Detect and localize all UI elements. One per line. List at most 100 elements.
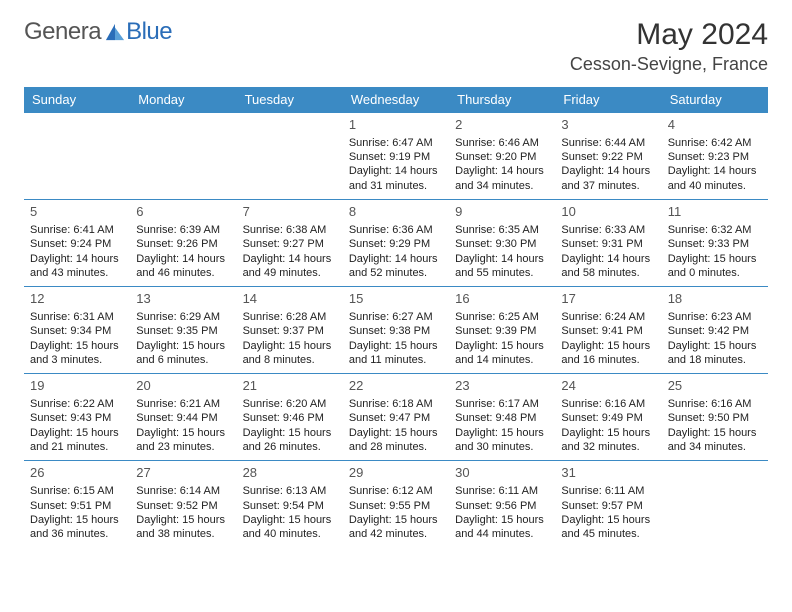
calendar-cell: 22Sunrise: 6:18 AMSunset: 9:47 PMDayligh… xyxy=(343,374,449,461)
sunset-line: Sunset: 9:37 PM xyxy=(243,324,337,338)
header-row: Sunday Monday Tuesday Wednesday Thursday… xyxy=(24,87,768,113)
day-number: 12 xyxy=(30,291,124,308)
day-number: 16 xyxy=(455,291,549,308)
sunrise-line: Sunrise: 6:15 AM xyxy=(30,484,124,498)
sunset-line: Sunset: 9:22 PM xyxy=(561,150,655,164)
day-number: 27 xyxy=(136,465,230,482)
calendar-cell: 11Sunrise: 6:32 AMSunset: 9:33 PMDayligh… xyxy=(662,200,768,287)
calendar-row: 26Sunrise: 6:15 AMSunset: 9:51 PMDayligh… xyxy=(24,461,768,548)
sunrise-line: Sunrise: 6:35 AM xyxy=(455,223,549,237)
sunrise-line: Sunrise: 6:14 AM xyxy=(136,484,230,498)
calendar-cell xyxy=(662,461,768,548)
sunset-line: Sunset: 9:51 PM xyxy=(30,499,124,513)
sunrise-line: Sunrise: 6:36 AM xyxy=(349,223,443,237)
col-wednesday: Wednesday xyxy=(343,87,449,113)
daylight-line: Daylight: 14 hours and 55 minutes. xyxy=(455,252,549,281)
day-number: 3 xyxy=(561,117,655,134)
sunrise-line: Sunrise: 6:20 AM xyxy=(243,397,337,411)
daylight-line: Daylight: 15 hours and 36 minutes. xyxy=(30,513,124,542)
calendar-row: 19Sunrise: 6:22 AMSunset: 9:43 PMDayligh… xyxy=(24,374,768,461)
sunset-line: Sunset: 9:46 PM xyxy=(243,411,337,425)
sunrise-line: Sunrise: 6:44 AM xyxy=(561,136,655,150)
calendar-cell xyxy=(130,113,236,200)
sunset-line: Sunset: 9:52 PM xyxy=(136,499,230,513)
col-thursday: Thursday xyxy=(449,87,555,113)
sunset-line: Sunset: 9:20 PM xyxy=(455,150,549,164)
daylight-line: Daylight: 15 hours and 23 minutes. xyxy=(136,426,230,455)
header: Genera Blue May 2024 Cesson-Sevigne, Fra… xyxy=(24,18,768,75)
calendar-cell: 17Sunrise: 6:24 AMSunset: 9:41 PMDayligh… xyxy=(555,287,661,374)
day-number: 2 xyxy=(455,117,549,134)
sunrise-line: Sunrise: 6:47 AM xyxy=(349,136,443,150)
sunset-line: Sunset: 9:19 PM xyxy=(349,150,443,164)
day-number: 11 xyxy=(668,204,762,221)
calendar-cell: 9 Sunrise: 6:35 AMSunset: 9:30 PMDaylight… xyxy=(449,200,555,287)
calendar-cell: 14Sunrise: 6:28 AMSunset: 9:37 PMDayligh… xyxy=(237,287,343,374)
day-number: 7 xyxy=(243,204,337,221)
calendar-cell: 8Sunrise: 6:36 AMSunset: 9:29 PMDaylight… xyxy=(343,200,449,287)
calendar-cell: 6Sunrise: 6:39 AMSunset: 9:26 PMDaylight… xyxy=(130,200,236,287)
sunrise-line: Sunrise: 6:17 AM xyxy=(455,397,549,411)
sunset-line: Sunset: 9:57 PM xyxy=(561,499,655,513)
sunset-line: Sunset: 9:26 PM xyxy=(136,237,230,251)
day-number: 4 xyxy=(668,117,762,134)
day-number: 24 xyxy=(561,378,655,395)
sunrise-line: Sunrise: 6:24 AM xyxy=(561,310,655,324)
day-number: 14 xyxy=(243,291,337,308)
calendar-cell: 30Sunrise: 6:11 AMSunset: 9:56 PMDayligh… xyxy=(449,461,555,548)
sunrise-line: Sunrise: 6:46 AM xyxy=(455,136,549,150)
calendar-row: 12Sunrise: 6:31 AMSunset: 9:34 PMDayligh… xyxy=(24,287,768,374)
sunrise-line: Sunrise: 6:23 AM xyxy=(668,310,762,324)
day-number: 26 xyxy=(30,465,124,482)
sunrise-line: Sunrise: 6:21 AM xyxy=(136,397,230,411)
calendar-cell: 19Sunrise: 6:22 AMSunset: 9:43 PMDayligh… xyxy=(24,374,130,461)
calendar-cell: 10Sunrise: 6:33 AMSunset: 9:31 PMDayligh… xyxy=(555,200,661,287)
sunset-line: Sunset: 9:35 PM xyxy=(136,324,230,338)
daylight-line: Daylight: 15 hours and 0 minutes. xyxy=(668,252,762,281)
title-block: May 2024 Cesson-Sevigne, France xyxy=(570,18,768,75)
calendar-cell: 4Sunrise: 6:42 AMSunset: 9:23 PMDaylight… xyxy=(662,113,768,200)
calendar-cell: 23Sunrise: 6:17 AMSunset: 9:48 PMDayligh… xyxy=(449,374,555,461)
sunset-line: Sunset: 9:30 PM xyxy=(455,237,549,251)
day-number: 23 xyxy=(455,378,549,395)
calendar-cell: 5Sunrise: 6:41 AMSunset: 9:24 PMDaylight… xyxy=(24,200,130,287)
col-monday: Monday xyxy=(130,87,236,113)
day-number: 20 xyxy=(136,378,230,395)
sunrise-line: Sunrise: 6:11 AM xyxy=(455,484,549,498)
day-number: 5 xyxy=(30,204,124,221)
calendar-cell: 7Sunrise: 6:38 AMSunset: 9:27 PMDaylight… xyxy=(237,200,343,287)
sunset-line: Sunset: 9:29 PM xyxy=(349,237,443,251)
daylight-line: Daylight: 14 hours and 40 minutes. xyxy=(668,164,762,193)
col-friday: Friday xyxy=(555,87,661,113)
daylight-line: Daylight: 15 hours and 8 minutes. xyxy=(243,339,337,368)
daylight-line: Daylight: 14 hours and 37 minutes. xyxy=(561,164,655,193)
daylight-line: Daylight: 15 hours and 30 minutes. xyxy=(455,426,549,455)
calendar-table: Sunday Monday Tuesday Wednesday Thursday… xyxy=(24,87,768,547)
day-number: 17 xyxy=(561,291,655,308)
col-tuesday: Tuesday xyxy=(237,87,343,113)
daylight-line: Daylight: 15 hours and 34 minutes. xyxy=(668,426,762,455)
daylight-line: Daylight: 15 hours and 38 minutes. xyxy=(136,513,230,542)
day-number: 10 xyxy=(561,204,655,221)
day-number: 9 xyxy=(455,204,549,221)
daylight-line: Daylight: 15 hours and 45 minutes. xyxy=(561,513,655,542)
calendar-cell: 12Sunrise: 6:31 AMSunset: 9:34 PMDayligh… xyxy=(24,287,130,374)
sunset-line: Sunset: 9:41 PM xyxy=(561,324,655,338)
day-number: 19 xyxy=(30,378,124,395)
daylight-line: Daylight: 15 hours and 21 minutes. xyxy=(30,426,124,455)
sunrise-line: Sunrise: 6:12 AM xyxy=(349,484,443,498)
calendar-row: 5Sunrise: 6:41 AMSunset: 9:24 PMDaylight… xyxy=(24,200,768,287)
daylight-line: Daylight: 14 hours and 31 minutes. xyxy=(349,164,443,193)
daylight-line: Daylight: 14 hours and 58 minutes. xyxy=(561,252,655,281)
sunset-line: Sunset: 9:27 PM xyxy=(243,237,337,251)
sunset-line: Sunset: 9:33 PM xyxy=(668,237,762,251)
calendar-cell: 3 Sunrise: 6:44 AMSunset: 9:22 PMDaylight… xyxy=(555,113,661,200)
sunset-line: Sunset: 9:43 PM xyxy=(30,411,124,425)
daylight-line: Daylight: 14 hours and 46 minutes. xyxy=(136,252,230,281)
sunset-line: Sunset: 9:47 PM xyxy=(349,411,443,425)
calendar-row: 1Sunrise: 6:47 AMSunset: 9:19 PMDaylight… xyxy=(24,113,768,200)
daylight-line: Daylight: 14 hours and 34 minutes. xyxy=(455,164,549,193)
daylight-line: Daylight: 15 hours and 18 minutes. xyxy=(668,339,762,368)
sunset-line: Sunset: 9:50 PM xyxy=(668,411,762,425)
calendar-cell: 21Sunrise: 6:20 AMSunset: 9:46 PMDayligh… xyxy=(237,374,343,461)
